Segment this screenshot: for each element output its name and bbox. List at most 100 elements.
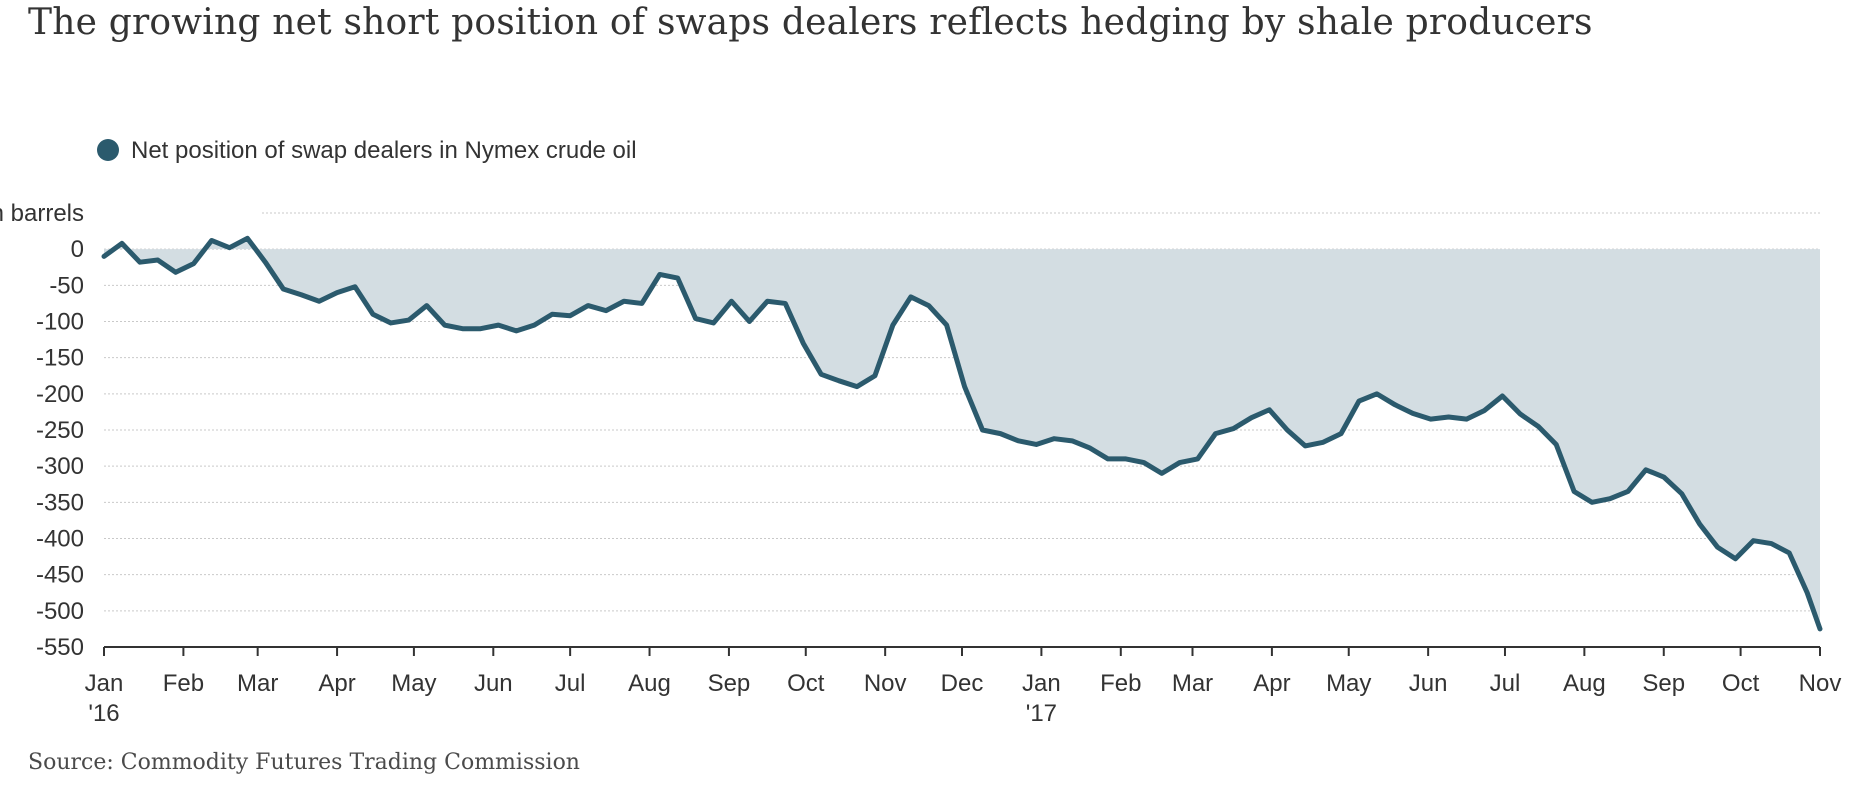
y-tick-label: -500: [36, 598, 84, 625]
x-tick-label: Sep: [708, 670, 751, 697]
y-tick-label: -450: [36, 562, 84, 589]
data-point: [550, 312, 555, 317]
data-point: [621, 299, 626, 304]
data-point: [1195, 456, 1200, 461]
data-point: [747, 319, 752, 324]
x-tick-label: Jun: [1409, 670, 1448, 697]
data-point: [263, 260, 268, 265]
data-point: [603, 308, 608, 313]
data-point: [514, 328, 519, 333]
data-point: [1141, 460, 1146, 465]
data-point: [1607, 496, 1612, 501]
data-point: [783, 301, 788, 306]
data-point: [1052, 436, 1057, 441]
data-point: [1285, 428, 1290, 433]
data-point: [1787, 550, 1792, 555]
data-point: [1159, 471, 1164, 476]
data-point: [980, 428, 985, 433]
y-axis: 50 milion barrels 0 -50 -100 -150 -200 -250 -30…: [0, 200, 84, 661]
data-point: [1356, 399, 1361, 404]
x-tick-label: Nov: [1799, 670, 1842, 697]
data-point: [729, 299, 734, 304]
data-point: [1482, 408, 1487, 413]
data-point: [1267, 407, 1272, 412]
x-tick-label: Nov: [864, 670, 907, 697]
data-point: [1374, 391, 1379, 396]
data-point: [657, 272, 662, 277]
data-point: [406, 318, 411, 323]
x-tick-label: Apr: [318, 670, 355, 697]
data-point: [478, 326, 483, 331]
data-point: [1733, 556, 1738, 561]
data-point: [1123, 456, 1128, 461]
data-point: [568, 313, 573, 318]
x-tick-label: Aug: [628, 670, 671, 697]
x-tick-label: Dec: [941, 670, 984, 697]
data-point: [1554, 442, 1559, 447]
data-point: [1572, 489, 1577, 494]
data-point: [245, 236, 250, 241]
data-point: [1446, 414, 1451, 419]
data-point: [1805, 590, 1810, 595]
data-point: [173, 270, 178, 275]
x-tick-label: Oct: [1722, 670, 1760, 697]
x-tick-label: Jun: [474, 670, 513, 697]
data-point: [209, 238, 214, 243]
data-point: [227, 245, 232, 250]
data-point: [1034, 442, 1039, 447]
data-point: [819, 372, 824, 377]
data-point: [854, 384, 859, 389]
chart-legend: Net position of swap dealers in Nymex cr…: [97, 137, 637, 164]
data-point: [1105, 456, 1110, 461]
data-point: [532, 323, 537, 328]
y-tick-label: -550: [36, 634, 84, 661]
data-point: [496, 323, 501, 328]
data-point: [1249, 415, 1254, 420]
data-point: [335, 290, 340, 295]
chart-title: The growing net short position of swaps …: [28, 2, 1593, 43]
data-point: [998, 431, 1003, 436]
legend-swatch: [97, 139, 119, 161]
y-tick-label: 50 milion barrels: [0, 200, 84, 227]
x-axis: Jan '16 Feb Mar Apr May Jun Jul Aug Sep Oct Nov Dec J…: [85, 646, 1842, 727]
x-tick-sublabel: '16: [88, 700, 119, 727]
data-point: [1410, 411, 1415, 416]
data-point: [388, 320, 393, 325]
y-tick-label: -150: [36, 345, 84, 372]
y-tick-label: -400: [36, 526, 84, 553]
series-line-net-position: [101, 235, 1823, 632]
data-point: [639, 301, 644, 306]
x-tick-label: May: [391, 670, 436, 697]
data-point: [442, 323, 447, 328]
data-point: [1715, 545, 1720, 550]
data-point: [317, 299, 322, 304]
data-point: [424, 303, 429, 308]
data-point: [1213, 431, 1218, 436]
data-point: [926, 303, 931, 308]
data-point: [1303, 443, 1308, 448]
data-point: [137, 260, 142, 265]
x-tick-label: Jan: [1022, 670, 1061, 697]
data-point: [281, 286, 286, 291]
data-point: [1428, 417, 1433, 422]
y-tick-label: -50: [49, 272, 84, 299]
data-point: [370, 312, 375, 317]
data-point: [1679, 491, 1684, 496]
data-point: [1643, 467, 1648, 472]
data-point: [872, 373, 877, 378]
data-point: [1231, 426, 1236, 431]
data-point: [1088, 446, 1093, 451]
data-point: [962, 384, 967, 389]
x-tick-label: Oct: [787, 670, 825, 697]
x-tick-sublabel: '17: [1026, 700, 1057, 727]
data-point: [1339, 431, 1344, 436]
y-tick-label: -200: [36, 381, 84, 408]
x-tick-label: Aug: [1563, 670, 1606, 697]
x-tick-label: Jan: [85, 670, 124, 697]
area-fill: [104, 238, 1820, 629]
data-point: [1392, 402, 1397, 407]
legend-label: Net position of swap dealers in Nymex cr…: [131, 137, 637, 164]
data-point: [1177, 460, 1182, 465]
data-point: [1625, 489, 1630, 494]
